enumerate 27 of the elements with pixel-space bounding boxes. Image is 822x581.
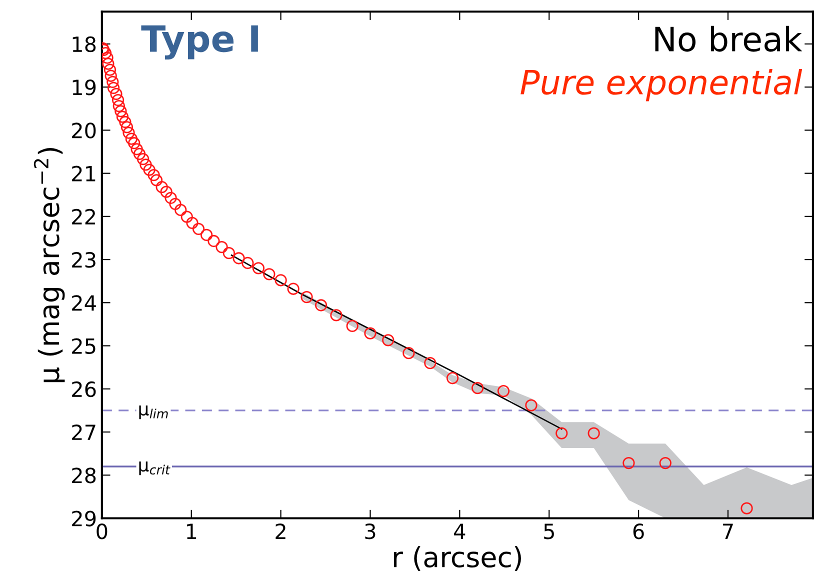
y-tick-label: 18: [72, 36, 96, 52]
x-tick-label: 5: [544, 524, 554, 540]
annotation: Type I: [141, 25, 258, 60]
y-tick-label: 29: [72, 510, 96, 526]
x-tick-label: 7: [723, 524, 733, 539]
ref-line-label: μ$_{lim}$: [139, 405, 168, 420]
y-tick-label: 21: [72, 166, 96, 182]
x-tick-label: 6: [633, 523, 644, 540]
x-tick-label: 2: [276, 523, 286, 539]
y-tick-label: 20: [72, 122, 96, 138]
y-tick-label: 28: [72, 468, 96, 484]
y-tick-label: 24: [72, 295, 96, 311]
annotation: Pure exponential: [520, 68, 802, 102]
x-tick-label: 3: [365, 523, 376, 540]
x-axis-title: r (arcsec): [394, 546, 521, 571]
y-tick-label: 27: [72, 424, 96, 440]
y-axis-title: μ (mag arcsec$^{−2}$): [34, 148, 65, 382]
x-tick-label: 4: [454, 524, 466, 539]
x-tick-label: 0: [96, 523, 108, 540]
x-tick-label: 1: [187, 524, 196, 539]
y-tick-label: 19: [72, 80, 96, 96]
y-tick-label: 25: [72, 338, 96, 354]
ref-line-label: μ$_{crit}$: [139, 462, 170, 476]
y-tick-label: 22: [72, 208, 95, 224]
y-tick-label: 26: [72, 381, 96, 398]
y-tick-label: 23: [72, 252, 96, 268]
annotation: No break: [655, 26, 802, 52]
